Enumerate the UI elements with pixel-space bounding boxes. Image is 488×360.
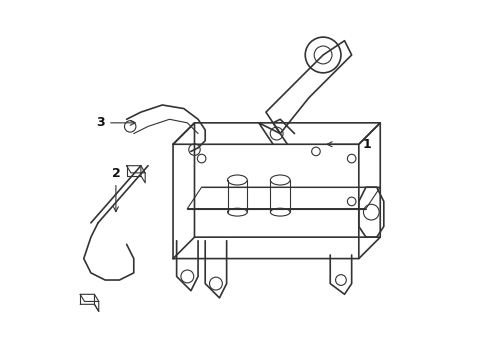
- Text: 3: 3: [96, 116, 135, 129]
- Text: 1: 1: [326, 138, 370, 151]
- Text: 2: 2: [111, 167, 120, 212]
